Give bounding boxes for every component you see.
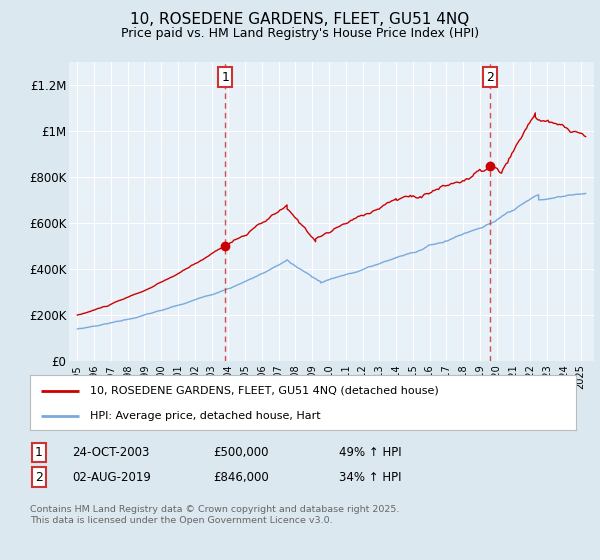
Text: 49% ↑ HPI: 49% ↑ HPI	[339, 446, 401, 459]
Text: 1: 1	[221, 71, 229, 83]
Text: HPI: Average price, detached house, Hart: HPI: Average price, detached house, Hart	[90, 412, 320, 421]
Text: 02-AUG-2019: 02-AUG-2019	[72, 470, 151, 484]
Text: £500,000: £500,000	[213, 446, 269, 459]
Text: 10, ROSEDENE GARDENS, FLEET, GU51 4NQ: 10, ROSEDENE GARDENS, FLEET, GU51 4NQ	[130, 12, 470, 27]
Text: 10, ROSEDENE GARDENS, FLEET, GU51 4NQ (detached house): 10, ROSEDENE GARDENS, FLEET, GU51 4NQ (d…	[90, 386, 439, 395]
Text: £846,000: £846,000	[213, 470, 269, 484]
Text: 1: 1	[35, 446, 43, 459]
Text: 34% ↑ HPI: 34% ↑ HPI	[339, 470, 401, 484]
Text: 2: 2	[35, 470, 43, 484]
Text: 2: 2	[486, 71, 494, 83]
Text: Price paid vs. HM Land Registry's House Price Index (HPI): Price paid vs. HM Land Registry's House …	[121, 27, 479, 40]
Text: 24-OCT-2003: 24-OCT-2003	[72, 446, 149, 459]
Text: Contains HM Land Registry data © Crown copyright and database right 2025.
This d: Contains HM Land Registry data © Crown c…	[30, 505, 400, 525]
